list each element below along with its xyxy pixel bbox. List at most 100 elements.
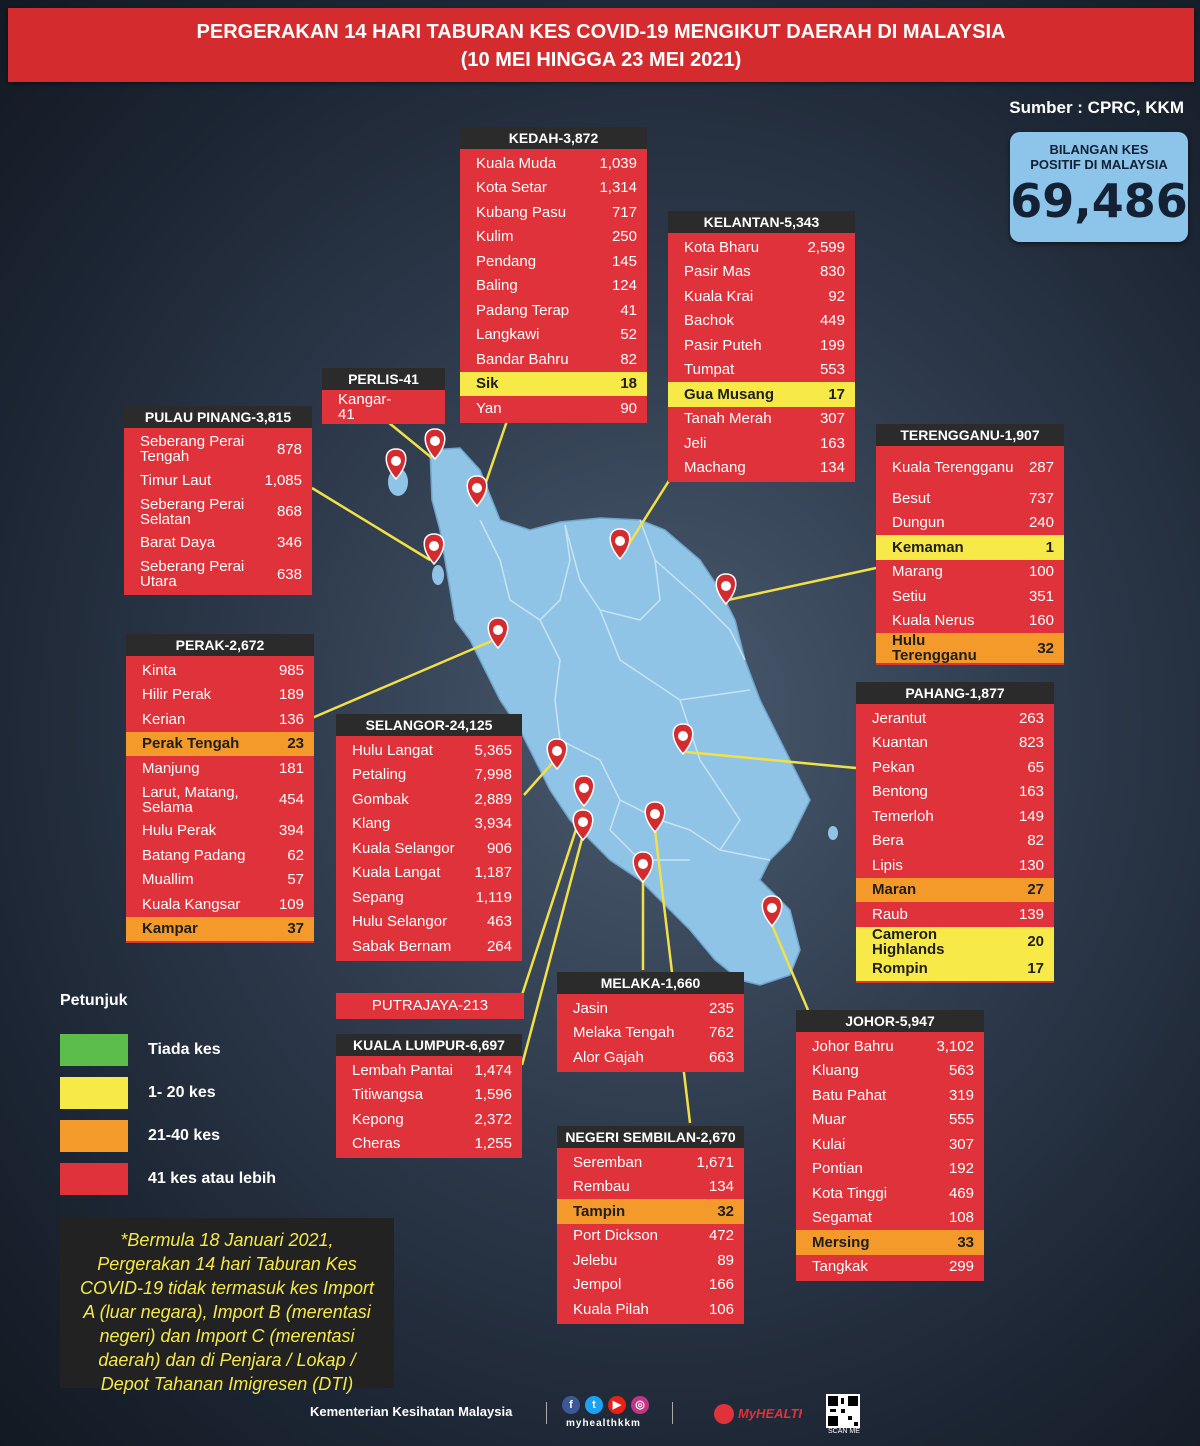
district-row: Machang 134 <box>668 456 855 481</box>
district-row: Bachok 449 <box>668 309 855 334</box>
district-name: Petaling <box>352 766 407 784</box>
district-row: Pekan 65 <box>856 755 1054 780</box>
district-name: Pendang <box>476 252 537 270</box>
district-row: Timur Laut 1,085 <box>124 468 312 493</box>
district-name: Sabak Bernam <box>352 937 452 955</box>
district-row: Bentong 163 <box>856 780 1054 805</box>
region-body: Hulu Langat 5,365 Petaling 7,998 Gombak 2,889… <box>336 736 522 961</box>
district-case-count: 17 <box>828 385 845 403</box>
district-case-count: 1 <box>1045 538 1054 556</box>
region-body: Jasin 235 Melaka Tengah 762 Alor Gajah 663 <box>557 994 744 1072</box>
district-row: Pontian 192 <box>796 1157 984 1182</box>
district-case-count: 830 <box>819 263 845 281</box>
district-name: Maran <box>872 881 917 899</box>
district-row: Petaling 7,998 <box>336 763 522 788</box>
district-row: Kulai 307 <box>796 1132 984 1157</box>
title-line-2: (10 MEI HINGGA 23 MEI 2021) <box>460 49 742 71</box>
district-row: Besut 737 <box>876 486 1064 511</box>
leader-line-kuala-lumpur <box>520 834 585 1066</box>
district-case-count: 472 <box>708 1227 734 1245</box>
map-pin-icon <box>715 573 737 606</box>
region-melaka: MELAKA-1,660 Jasin 235 Melaka Tengah 762 Alor… <box>557 972 744 1072</box>
map-pin-icon <box>466 475 488 508</box>
leader-line-kedah <box>482 417 510 489</box>
youtube-icon[interactable]: ▶ <box>608 1396 626 1414</box>
district-name: Tumpat <box>684 361 735 379</box>
district-name: Tampin <box>573 1202 626 1220</box>
district-case-count: 3,934 <box>474 815 512 833</box>
district-name: Raub <box>872 905 908 923</box>
district-name: Hulu Selangor <box>352 913 448 931</box>
district-name: Hulu Langat <box>352 741 433 759</box>
district-row: Pasir Puteh 199 <box>668 333 855 358</box>
district-case-count: 878 <box>276 440 302 458</box>
district-name: Kulim <box>476 228 514 246</box>
qr-label: SCAN ME <box>828 1428 860 1435</box>
social-handle: myhealthkkm <box>566 1418 641 1429</box>
district-case-count: 17 <box>1027 960 1044 978</box>
district-row: Gua Musang 17 <box>668 382 855 407</box>
district-case-count: 134 <box>819 459 845 477</box>
district-name: Bandar Bahru <box>476 350 569 368</box>
district-case-count: 134 <box>708 1178 734 1196</box>
legend-item: 21-40 kes <box>60 1114 276 1157</box>
district-case-count: 469 <box>948 1184 974 1202</box>
district-name: Marang <box>892 563 943 581</box>
region-selangor: SELANGOR-24,125 Hulu Langat 5,365 Petaling 7… <box>336 714 522 961</box>
region-header: KUALA LUMPUR-6,697 <box>336 1034 522 1056</box>
region-pulau-pinang: PULAU PINANG-3,815 Seberang Perai Tengah 8… <box>124 406 312 595</box>
map-pin-icon <box>572 809 594 842</box>
legend-item: 41 kes atau lebih <box>60 1157 276 1200</box>
district-case-count: 33 <box>957 1233 974 1251</box>
district-name: Kota Setar <box>476 179 547 197</box>
district-row: Hilir Perak 189 <box>126 683 314 708</box>
district-row: Hulu Perak 394 <box>126 819 314 844</box>
district-case-count: 985 <box>278 661 304 679</box>
district-row: Jeli 163 <box>668 431 855 456</box>
district-name: Kuala Kangsar <box>142 895 241 913</box>
district-case-count: 62 <box>287 846 304 864</box>
district-case-count: 868 <box>276 503 302 520</box>
district-case-count: 7,998 <box>474 766 512 784</box>
district-name: Sik <box>476 375 499 393</box>
district-name: Muallim <box>142 871 194 889</box>
region-header: KEDAH-3,872 <box>460 127 647 149</box>
district-case-count: 1,119 <box>475 888 512 906</box>
district-case-count: 463 <box>486 913 512 931</box>
state-border <box>559 739 621 831</box>
district-name: Seremban <box>573 1153 643 1171</box>
district-row: Hulu Selangor 463 <box>336 910 522 935</box>
district-name: Seberang Perai Selatan <box>140 495 245 528</box>
district-case-count: 52 <box>620 326 637 344</box>
twitter-icon[interactable]: t <box>585 1396 603 1414</box>
district-row: Sepang 1,119 <box>336 885 522 910</box>
total-label-line-1: BILANGAN KES <box>1049 142 1149 157</box>
district-name: Tangkak <box>812 1258 868 1276</box>
instagram-icon[interactable]: ◎ <box>631 1396 649 1414</box>
district-case-count: 762 <box>708 1024 734 1042</box>
district-case-count: 319 <box>948 1086 974 1104</box>
map-pin-icon <box>423 533 445 566</box>
qr-code[interactable] <box>826 1394 860 1428</box>
total-cases-box: BILANGAN KES POSITIF DI MALAYSIA 69,486 <box>1010 132 1188 242</box>
district-row: Johor Bahru 3,102 <box>796 1034 984 1059</box>
divider <box>546 1402 547 1424</box>
legend-label: 41 kes atau lebih <box>148 1169 277 1187</box>
district-case-count: 717 <box>611 203 637 221</box>
district-case-count: 18 <box>620 375 637 393</box>
leader-line-pahang <box>685 750 857 770</box>
district-row: Sabak Bernam 264 <box>336 934 522 959</box>
leader-line-johor <box>770 924 810 1011</box>
district-name: Kinta <box>142 661 177 679</box>
district-name: Jelebu <box>573 1251 618 1269</box>
region-kedah: KEDAH-3,872 Kuala Muda 1,039 Kota Setar 1,31… <box>460 127 647 423</box>
district-case-count: 2,599 <box>807 238 845 256</box>
district-row: Seberang Perai Utara 638 <box>124 555 312 593</box>
district-row: Kuala Terengganu 287 <box>876 448 1064 486</box>
district-row: Kampar 37 <box>126 916 314 941</box>
region-body: Kangar-41 <box>322 390 445 424</box>
map-pin-icon <box>644 801 666 834</box>
legend-swatch <box>60 1076 128 1109</box>
district-name: Kuala Krai <box>684 287 754 305</box>
facebook-icon[interactable]: f <box>562 1396 580 1414</box>
